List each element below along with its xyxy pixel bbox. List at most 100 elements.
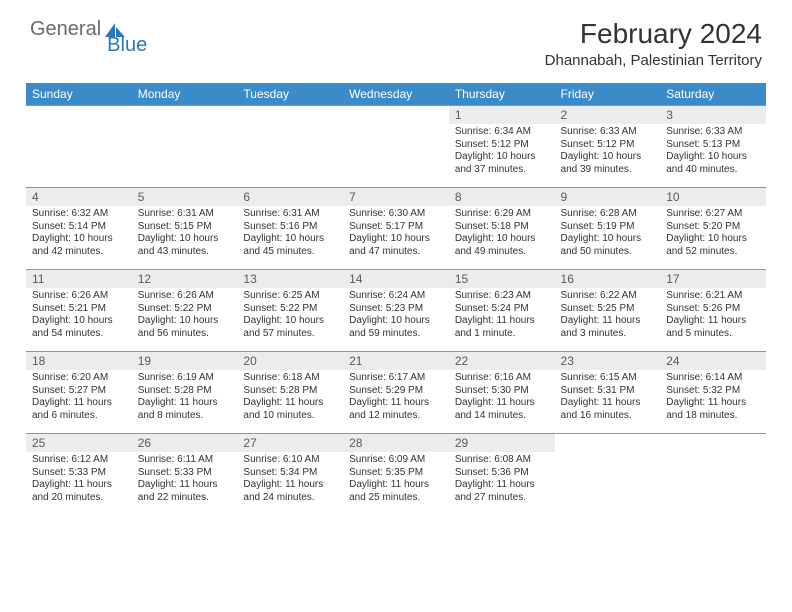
empty-cell — [660, 433, 766, 515]
calendar-table: SundayMondayTuesdayWednesdayThursdayFrid… — [26, 83, 766, 515]
day2-text: and 12 minutes. — [349, 410, 443, 423]
date-number: 12 — [132, 269, 238, 288]
day2-text: and 50 minutes. — [561, 246, 655, 259]
day-details: Sunrise: 6:33 AMSunset: 5:12 PMDaylight:… — [555, 124, 661, 180]
empty-cell — [132, 105, 238, 187]
calendar-row: 1Sunrise: 6:34 AMSunset: 5:12 PMDaylight… — [26, 105, 766, 187]
day1-text: Daylight: 11 hours — [349, 479, 443, 492]
sunset-text: Sunset: 5:12 PM — [455, 139, 549, 152]
day-details: Sunrise: 6:08 AMSunset: 5:36 PMDaylight:… — [449, 452, 555, 508]
day1-text: Daylight: 11 hours — [243, 397, 337, 410]
sunrise-text: Sunrise: 6:21 AM — [666, 290, 760, 303]
day-cell: 19Sunrise: 6:19 AMSunset: 5:28 PMDayligh… — [132, 351, 238, 433]
date-number: 5 — [132, 187, 238, 206]
day2-text: and 25 minutes. — [349, 492, 443, 505]
day2-text: and 37 minutes. — [455, 164, 549, 177]
day-details: Sunrise: 6:11 AMSunset: 5:33 PMDaylight:… — [132, 452, 238, 508]
sunset-text: Sunset: 5:33 PM — [32, 467, 126, 480]
day-details: Sunrise: 6:12 AMSunset: 5:33 PMDaylight:… — [26, 452, 132, 508]
date-number: 2 — [555, 105, 661, 124]
sunset-text: Sunset: 5:28 PM — [243, 385, 337, 398]
day-cell: 28Sunrise: 6:09 AMSunset: 5:35 PMDayligh… — [343, 433, 449, 515]
sunrise-text: Sunrise: 6:29 AM — [455, 208, 549, 221]
sunset-text: Sunset: 5:21 PM — [32, 303, 126, 316]
day1-text: Daylight: 11 hours — [455, 479, 549, 492]
header: General Blue February 2024 Dhannabah, Pa… — [0, 0, 792, 77]
empty-cell — [237, 105, 343, 187]
page-title: February 2024 — [545, 18, 762, 50]
day-cell: 10Sunrise: 6:27 AMSunset: 5:20 PMDayligh… — [660, 187, 766, 269]
day2-text: and 56 minutes. — [138, 328, 232, 341]
date-number: 29 — [449, 433, 555, 452]
calendar-row: 4Sunrise: 6:32 AMSunset: 5:14 PMDaylight… — [26, 187, 766, 269]
day-cell: 13Sunrise: 6:25 AMSunset: 5:22 PMDayligh… — [237, 269, 343, 351]
day2-text: and 59 minutes. — [349, 328, 443, 341]
sunrise-text: Sunrise: 6:34 AM — [455, 126, 549, 139]
sunrise-text: Sunrise: 6:20 AM — [32, 372, 126, 385]
sunset-text: Sunset: 5:13 PM — [666, 139, 760, 152]
sunrise-text: Sunrise: 6:28 AM — [561, 208, 655, 221]
date-number: 23 — [555, 351, 661, 370]
title-block: February 2024 Dhannabah, Palestinian Ter… — [545, 18, 762, 69]
day-cell: 1Sunrise: 6:34 AMSunset: 5:12 PMDaylight… — [449, 105, 555, 187]
logo-text-general: General — [30, 18, 101, 41]
sunset-text: Sunset: 5:26 PM — [666, 303, 760, 316]
day-header: Sunday — [26, 83, 132, 105]
day-details: Sunrise: 6:29 AMSunset: 5:18 PMDaylight:… — [449, 206, 555, 262]
day2-text: and 1 minute. — [455, 328, 549, 341]
sunrise-text: Sunrise: 6:27 AM — [666, 208, 760, 221]
sunrise-text: Sunrise: 6:14 AM — [666, 372, 760, 385]
day1-text: Daylight: 10 hours — [349, 233, 443, 246]
date-number: 28 — [343, 433, 449, 452]
sunrise-text: Sunrise: 6:16 AM — [455, 372, 549, 385]
date-number: 18 — [26, 351, 132, 370]
sunrise-text: Sunrise: 6:25 AM — [243, 290, 337, 303]
day1-text: Daylight: 10 hours — [32, 233, 126, 246]
date-number — [26, 105, 132, 123]
day-cell: 22Sunrise: 6:16 AMSunset: 5:30 PMDayligh… — [449, 351, 555, 433]
sunset-text: Sunset: 5:22 PM — [138, 303, 232, 316]
day2-text: and 57 minutes. — [243, 328, 337, 341]
day2-text: and 49 minutes. — [455, 246, 549, 259]
day1-text: Daylight: 10 hours — [243, 233, 337, 246]
sunset-text: Sunset: 5:31 PM — [561, 385, 655, 398]
day2-text: and 24 minutes. — [243, 492, 337, 505]
date-number: 19 — [132, 351, 238, 370]
location-label: Dhannabah, Palestinian Territory — [545, 52, 762, 69]
sunrise-text: Sunrise: 6:17 AM — [349, 372, 443, 385]
day-details: Sunrise: 6:25 AMSunset: 5:22 PMDaylight:… — [237, 288, 343, 344]
day1-text: Daylight: 10 hours — [243, 315, 337, 328]
date-number: 16 — [555, 269, 661, 288]
sunset-text: Sunset: 5:28 PM — [138, 385, 232, 398]
calendar-row: 18Sunrise: 6:20 AMSunset: 5:27 PMDayligh… — [26, 351, 766, 433]
day-cell: 8Sunrise: 6:29 AMSunset: 5:18 PMDaylight… — [449, 187, 555, 269]
day-header-row: SundayMondayTuesdayWednesdayThursdayFrid… — [26, 83, 766, 105]
day-details: Sunrise: 6:19 AMSunset: 5:28 PMDaylight:… — [132, 370, 238, 426]
logo: General Blue — [30, 18, 167, 41]
day-details: Sunrise: 6:21 AMSunset: 5:26 PMDaylight:… — [660, 288, 766, 344]
sunset-text: Sunset: 5:34 PM — [243, 467, 337, 480]
day-cell: 2Sunrise: 6:33 AMSunset: 5:12 PMDaylight… — [555, 105, 661, 187]
day-cell: 12Sunrise: 6:26 AMSunset: 5:22 PMDayligh… — [132, 269, 238, 351]
day1-text: Daylight: 11 hours — [32, 397, 126, 410]
day-details: Sunrise: 6:26 AMSunset: 5:21 PMDaylight:… — [26, 288, 132, 344]
day2-text: and 40 minutes. — [666, 164, 760, 177]
day-header: Friday — [555, 83, 661, 105]
day1-text: Daylight: 11 hours — [32, 479, 126, 492]
day2-text: and 45 minutes. — [243, 246, 337, 259]
day-cell: 21Sunrise: 6:17 AMSunset: 5:29 PMDayligh… — [343, 351, 449, 433]
date-number — [237, 105, 343, 123]
day-cell: 23Sunrise: 6:15 AMSunset: 5:31 PMDayligh… — [555, 351, 661, 433]
date-number — [555, 433, 661, 451]
sunset-text: Sunset: 5:17 PM — [349, 221, 443, 234]
day-header: Thursday — [449, 83, 555, 105]
day-details: Sunrise: 6:26 AMSunset: 5:22 PMDaylight:… — [132, 288, 238, 344]
sunrise-text: Sunrise: 6:26 AM — [138, 290, 232, 303]
day2-text: and 6 minutes. — [32, 410, 126, 423]
day1-text: Daylight: 10 hours — [561, 233, 655, 246]
logo-text-blue: Blue — [107, 34, 147, 57]
day-details: Sunrise: 6:31 AMSunset: 5:16 PMDaylight:… — [237, 206, 343, 262]
sunset-text: Sunset: 5:14 PM — [32, 221, 126, 234]
date-number: 4 — [26, 187, 132, 206]
date-number: 10 — [660, 187, 766, 206]
